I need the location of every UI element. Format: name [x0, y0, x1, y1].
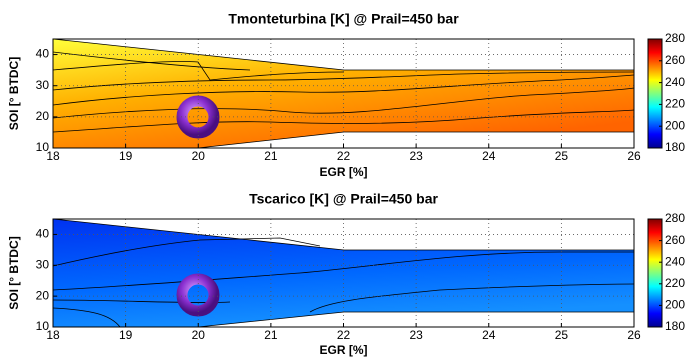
y-tick-label: 10 [36, 140, 50, 154]
x-tick-label: 23 [409, 328, 423, 342]
colorbar-tick-label: 240 [665, 75, 685, 89]
colorbar-tick-label: 220 [665, 97, 685, 111]
chart-title: Tscarico [K] @ Prail=450 bar [249, 191, 438, 207]
x-tick-label: 26 [627, 149, 641, 163]
y-axis-label: SOI [° BTDC] [7, 57, 21, 130]
x-tick-label: 21 [264, 328, 278, 342]
y-tick-label: 40 [36, 227, 50, 241]
x-tick-label: 23 [409, 149, 423, 163]
x-tick-label: 26 [627, 328, 641, 342]
x-tick-label: 25 [555, 149, 569, 163]
plot-frame [52, 218, 635, 328]
plot-frame [52, 38, 635, 149]
colorbar [647, 218, 663, 328]
colorbar-tick-label: 240 [665, 254, 685, 268]
colorbar-tick-label: 260 [665, 233, 685, 247]
colorbar-tick-label: 280 [665, 211, 685, 225]
y-tick-label: 10 [36, 319, 50, 333]
y-tick-label: 20 [36, 109, 50, 123]
chart-title: Tmonteturbina [K] @ Prail=450 bar [228, 11, 459, 27]
x-tick-label: 20 [192, 328, 206, 342]
y-tick-label: 30 [36, 257, 50, 271]
colorbar [647, 38, 663, 149]
x-tick-label: 18 [46, 328, 60, 342]
y-tick-label: 20 [36, 288, 50, 302]
x-tick-label: 22 [337, 328, 351, 342]
x-tick-label: 25 [555, 328, 569, 342]
x-tick-label: 21 [264, 149, 278, 163]
x-tick-label: 22 [337, 149, 351, 163]
y-tick-label: 40 [36, 47, 50, 61]
x-tick-label: 19 [119, 149, 133, 163]
colorbar-tick-label: 200 [665, 118, 685, 132]
x-tick-label: 20 [192, 149, 206, 163]
x-tick-label: 18 [46, 149, 60, 163]
x-tick-label: 19 [119, 328, 133, 342]
colorbar-tick-label: 280 [665, 31, 685, 45]
y-tick-label: 30 [36, 78, 50, 92]
colorbar-tick-label: 200 [665, 298, 685, 312]
x-tick-label: 24 [482, 328, 496, 342]
colorbar-tick-label: 260 [665, 53, 685, 67]
x-axis-label: EGR [%] [320, 165, 368, 179]
colorbar-tick-label: 180 [665, 319, 685, 333]
y-axis-label: SOI [° BTDC] [7, 236, 21, 309]
x-axis-label: EGR [%] [320, 343, 368, 357]
x-tick-label: 24 [482, 149, 496, 163]
colorbar-tick-label: 220 [665, 276, 685, 290]
colorbar-tick-label: 180 [665, 140, 685, 154]
